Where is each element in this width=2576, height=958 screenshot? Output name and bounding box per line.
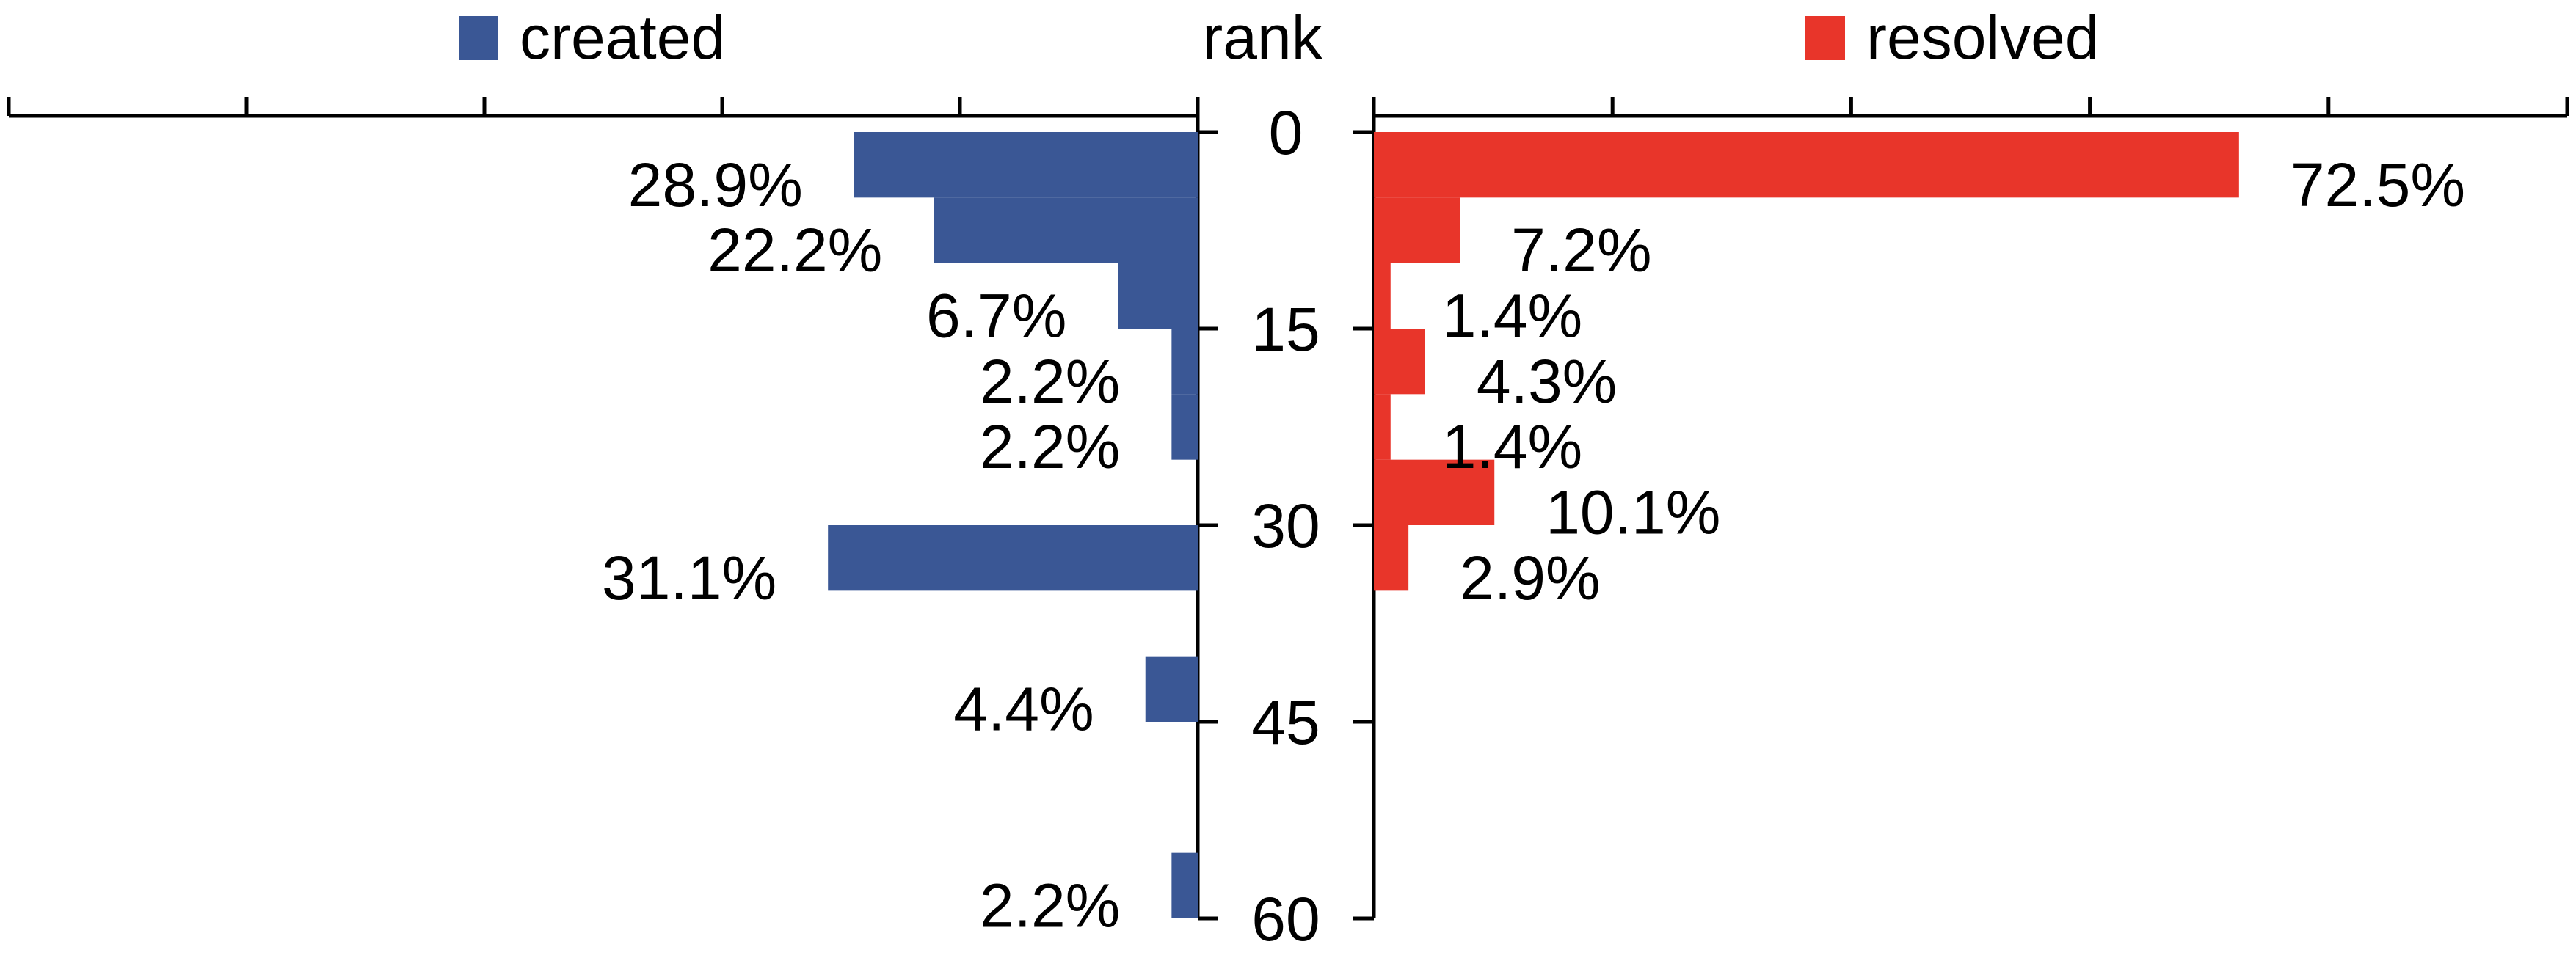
legend-swatch-created (459, 16, 498, 60)
data-label-resolved: 10.1% (1546, 478, 1720, 547)
data-label-created: 6.7% (926, 282, 1066, 351)
legend-swatch-resolved (1805, 16, 1845, 60)
data-label-resolved: 1.4% (1442, 412, 1582, 481)
bar-resolved (1374, 197, 1460, 263)
data-label-resolved: 72.5% (2291, 150, 2465, 219)
bar-resolved (1374, 263, 1391, 329)
bar-created (828, 525, 1198, 591)
bar-created (1171, 394, 1198, 460)
legend-label-resolved: resolved (1866, 3, 2100, 72)
bar-resolved (1374, 329, 1425, 395)
bar-created (854, 132, 1198, 198)
bar-created (934, 197, 1198, 263)
chart-axes: 0 15 30 45 60 (7, 97, 2569, 954)
data-label-created: 31.1% (602, 544, 776, 613)
data-label-created: 2.2% (980, 412, 1120, 481)
chart-legend: created rank resolved (459, 3, 2100, 72)
chart-bars (828, 132, 2239, 918)
data-label-resolved: 7.2% (1511, 216, 1651, 285)
data-label-resolved: 1.4% (1442, 282, 1582, 351)
rank-tick-label: 30 (1251, 491, 1320, 560)
chart-data-labels: 28.9%22.2%6.7%2.2%2.2%31.1%4.4%2.2%72.5%… (602, 150, 2465, 940)
rank-tick-label: 0 (1269, 98, 1303, 167)
legend-label-created: created (520, 3, 725, 72)
rank-tick-label: 15 (1251, 295, 1320, 364)
data-label-created: 4.4% (953, 675, 1094, 744)
center-axis-title: rank (1202, 3, 1322, 72)
rank-tick-label: 60 (1251, 885, 1320, 954)
bar-resolved (1374, 132, 2239, 198)
data-label-resolved: 2.9% (1460, 544, 1600, 613)
bar-created (1171, 852, 1198, 918)
bar-resolved (1374, 459, 1495, 525)
data-label-created: 22.2% (707, 216, 882, 285)
bar-resolved (1374, 525, 1409, 591)
rank-tick-label: 45 (1251, 688, 1320, 757)
bar-created (1171, 329, 1198, 395)
bar-created (1145, 656, 1198, 722)
bar-created (1118, 263, 1198, 329)
data-label-created: 2.2% (980, 347, 1120, 416)
bar-resolved (1374, 394, 1391, 460)
data-label-created: 28.9% (628, 150, 803, 219)
data-label-resolved: 4.3% (1477, 347, 1617, 416)
data-label-created: 2.2% (980, 871, 1120, 940)
